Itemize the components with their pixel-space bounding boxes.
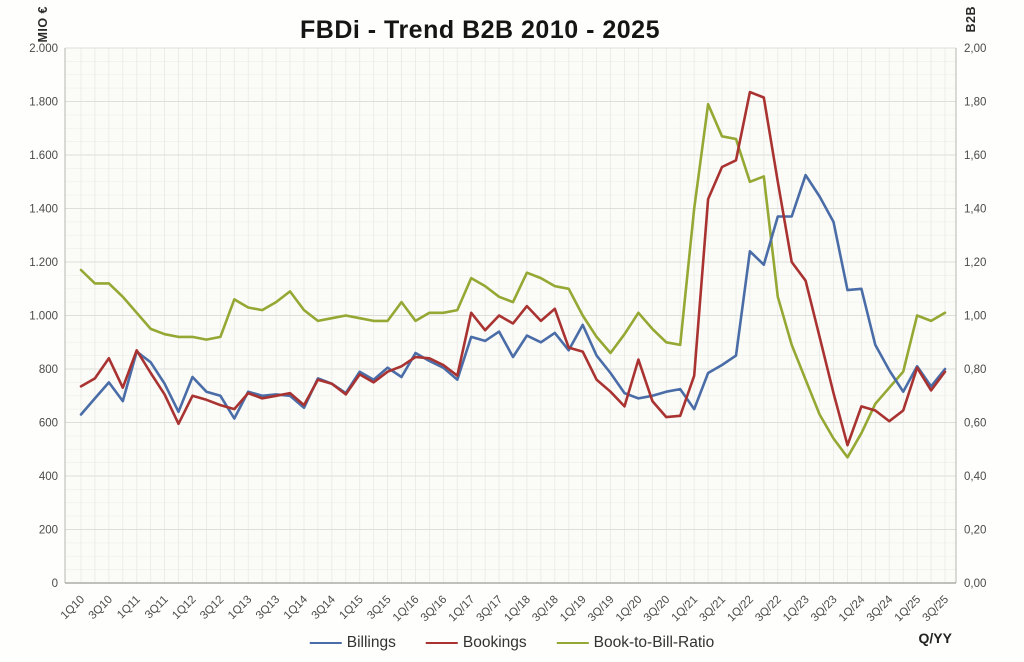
svg-text:3Q11: 3Q11 (143, 594, 171, 622)
legend-label-billings: Billings (346, 634, 396, 651)
svg-text:1.000: 1.000 (29, 311, 58, 323)
svg-text:3Q/16: 3Q/16 (419, 594, 450, 625)
svg-text:1Q10: 1Q10 (59, 594, 87, 622)
svg-text:1Q/16: 1Q/16 (391, 594, 422, 625)
svg-text:1Q15: 1Q15 (337, 594, 365, 622)
x-axis-unit-label: Q/YY (918, 630, 952, 646)
svg-text:600: 600 (39, 418, 58, 430)
bookings-line-swatch (425, 641, 458, 645)
legend-label-book-to-bill: Book-to-Bill-Ratio (593, 634, 715, 651)
svg-text:3Q/19: 3Q/19 (586, 594, 617, 625)
svg-text:3Q10: 3Q10 (87, 594, 115, 622)
svg-text:3Q13: 3Q13 (254, 594, 282, 622)
svg-text:2,00: 2,00 (964, 43, 986, 55)
svg-text:0,20: 0,20 (964, 525, 986, 537)
svg-text:1Q/24: 1Q/24 (837, 593, 868, 624)
svg-text:1Q14: 1Q14 (282, 593, 311, 622)
legend-item-billings: Billings (309, 634, 396, 652)
svg-text:3Q15: 3Q15 (365, 594, 393, 622)
svg-text:0,80: 0,80 (964, 364, 986, 376)
svg-text:200: 200 (39, 525, 58, 537)
svg-text:1,00: 1,00 (964, 311, 986, 323)
svg-text:1Q/22: 1Q/22 (725, 594, 756, 625)
svg-text:1.200: 1.200 (29, 257, 58, 269)
svg-text:3Q/24: 3Q/24 (865, 593, 896, 624)
legend: Billings Bookings Book-to-Bill-Ratio (309, 634, 715, 652)
svg-text:3Q/17: 3Q/17 (475, 594, 506, 625)
svg-text:3Q/21: 3Q/21 (698, 594, 729, 625)
legend-label-bookings: Bookings (462, 634, 527, 651)
svg-text:1Q/17: 1Q/17 (447, 594, 478, 625)
svg-text:1Q/25: 1Q/25 (893, 594, 924, 625)
svg-text:1,20: 1,20 (964, 257, 986, 269)
svg-text:3Q12: 3Q12 (198, 594, 226, 622)
book-to-bill-line-swatch (556, 641, 589, 645)
svg-text:1Q/23: 1Q/23 (781, 594, 812, 625)
svg-text:1Q/21: 1Q/21 (670, 594, 701, 625)
svg-text:1Q/18: 1Q/18 (502, 594, 533, 625)
svg-text:1Q/20: 1Q/20 (614, 594, 645, 625)
svg-text:1Q13: 1Q13 (226, 594, 254, 622)
svg-text:2.000: 2.000 (29, 43, 58, 55)
legend-item-bookings: Bookings (425, 634, 527, 652)
legend-item-book-to-bill: Book-to-Bill-Ratio (556, 634, 715, 652)
svg-text:1.800: 1.800 (29, 97, 58, 109)
svg-text:1Q12: 1Q12 (170, 594, 198, 622)
svg-text:1Q11: 1Q11 (115, 594, 143, 622)
svg-text:0,00: 0,00 (964, 578, 986, 590)
svg-text:1,60: 1,60 (964, 150, 986, 162)
svg-text:400: 400 (39, 471, 58, 483)
svg-text:1.600: 1.600 (29, 150, 58, 162)
svg-text:0,60: 0,60 (964, 418, 986, 430)
svg-text:3Q/22: 3Q/22 (753, 594, 784, 625)
chart-title: FBDi - Trend B2B 2010 - 2025 (300, 16, 660, 44)
svg-text:800: 800 (39, 364, 58, 376)
svg-text:3Q/18: 3Q/18 (530, 594, 561, 625)
svg-text:3Q/23: 3Q/23 (809, 594, 840, 625)
svg-text:1.400: 1.400 (29, 204, 58, 216)
svg-text:3Q14: 3Q14 (310, 593, 339, 622)
svg-text:1,80: 1,80 (964, 97, 986, 109)
svg-text:3Q/20: 3Q/20 (642, 594, 673, 625)
svg-text:0: 0 (52, 578, 58, 590)
svg-text:3Q/25: 3Q/25 (920, 594, 951, 625)
svg-text:0,40: 0,40 (964, 471, 986, 483)
billings-line-swatch (309, 641, 342, 645)
svg-text:1Q/19: 1Q/19 (558, 594, 589, 625)
svg-text:1,40: 1,40 (964, 204, 986, 216)
